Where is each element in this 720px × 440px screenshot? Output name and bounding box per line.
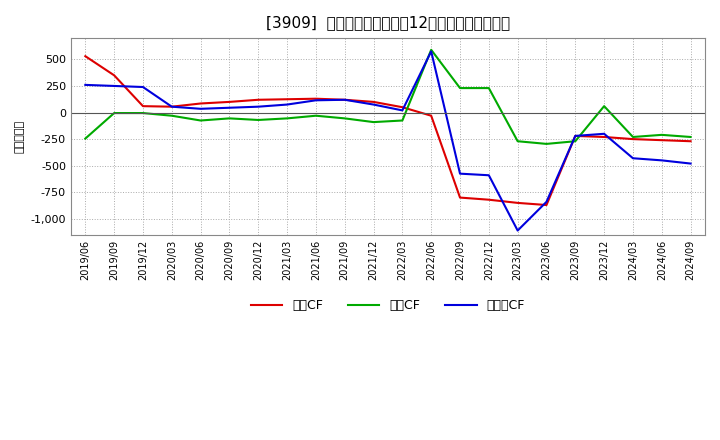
フリーCF xyxy=(168,104,176,109)
投資CF xyxy=(427,47,436,52)
営業CF xyxy=(110,73,119,78)
フリーCF xyxy=(456,171,464,176)
フリーCF xyxy=(571,133,580,139)
投資CF xyxy=(571,139,580,144)
営業CF xyxy=(542,202,551,208)
営業CF xyxy=(456,195,464,200)
営業CF xyxy=(485,197,493,202)
フリーCF xyxy=(312,98,320,103)
営業CF xyxy=(225,99,234,105)
営業CF xyxy=(686,139,695,144)
投資CF xyxy=(657,132,666,137)
投資CF xyxy=(110,110,119,116)
投資CF xyxy=(254,117,263,123)
Line: 投資CF: 投資CF xyxy=(86,50,690,144)
営業CF xyxy=(398,105,407,110)
営業CF xyxy=(513,200,522,205)
投資CF xyxy=(225,116,234,121)
営業CF xyxy=(571,133,580,139)
投資CF xyxy=(283,116,292,121)
投資CF xyxy=(369,119,378,125)
投資CF xyxy=(312,113,320,118)
フリーCF xyxy=(110,83,119,88)
Line: フリーCF: フリーCF xyxy=(86,51,690,231)
投資CF xyxy=(629,134,637,139)
投資CF xyxy=(341,116,349,121)
フリーCF xyxy=(81,82,90,88)
営業CF xyxy=(81,54,90,59)
営業CF xyxy=(139,103,148,109)
営業CF xyxy=(369,99,378,105)
営業CF xyxy=(427,113,436,118)
投資CF xyxy=(600,103,608,109)
投資CF xyxy=(139,110,148,116)
営業CF xyxy=(657,138,666,143)
営業CF xyxy=(629,136,637,142)
フリーCF xyxy=(139,84,148,90)
フリーCF xyxy=(485,172,493,178)
Y-axis label: （百万円）: （百万円） xyxy=(15,120,25,153)
Line: 営業CF: 営業CF xyxy=(86,56,690,205)
フリーCF xyxy=(197,106,205,111)
投資CF xyxy=(686,134,695,139)
フリーCF xyxy=(283,102,292,107)
フリーCF xyxy=(225,105,234,110)
フリーCF xyxy=(686,161,695,166)
投資CF xyxy=(168,113,176,118)
営業CF xyxy=(197,101,205,106)
投資CF xyxy=(81,136,90,141)
フリーCF xyxy=(341,97,349,103)
フリーCF xyxy=(657,158,666,163)
営業CF xyxy=(600,134,608,139)
フリーCF xyxy=(629,156,637,161)
フリーCF xyxy=(398,108,407,113)
フリーCF xyxy=(542,199,551,205)
フリーCF xyxy=(369,102,378,107)
営業CF xyxy=(312,96,320,101)
フリーCF xyxy=(513,228,522,233)
フリーCF xyxy=(427,49,436,54)
営業CF xyxy=(168,104,176,109)
フリーCF xyxy=(254,104,263,109)
投資CF xyxy=(485,85,493,91)
投資CF xyxy=(542,141,551,147)
フリーCF xyxy=(600,131,608,136)
営業CF xyxy=(283,97,292,102)
投資CF xyxy=(398,118,407,123)
Title: [3909]  キャッシュフローの12か月移動合計の推移: [3909] キャッシュフローの12か月移動合計の推移 xyxy=(266,15,510,30)
投資CF xyxy=(456,85,464,91)
投資CF xyxy=(513,139,522,144)
営業CF xyxy=(341,97,349,103)
投資CF xyxy=(197,118,205,123)
営業CF xyxy=(254,97,263,103)
Legend: 営業CF, 投資CF, フリーCF: 営業CF, 投資CF, フリーCF xyxy=(246,294,530,317)
